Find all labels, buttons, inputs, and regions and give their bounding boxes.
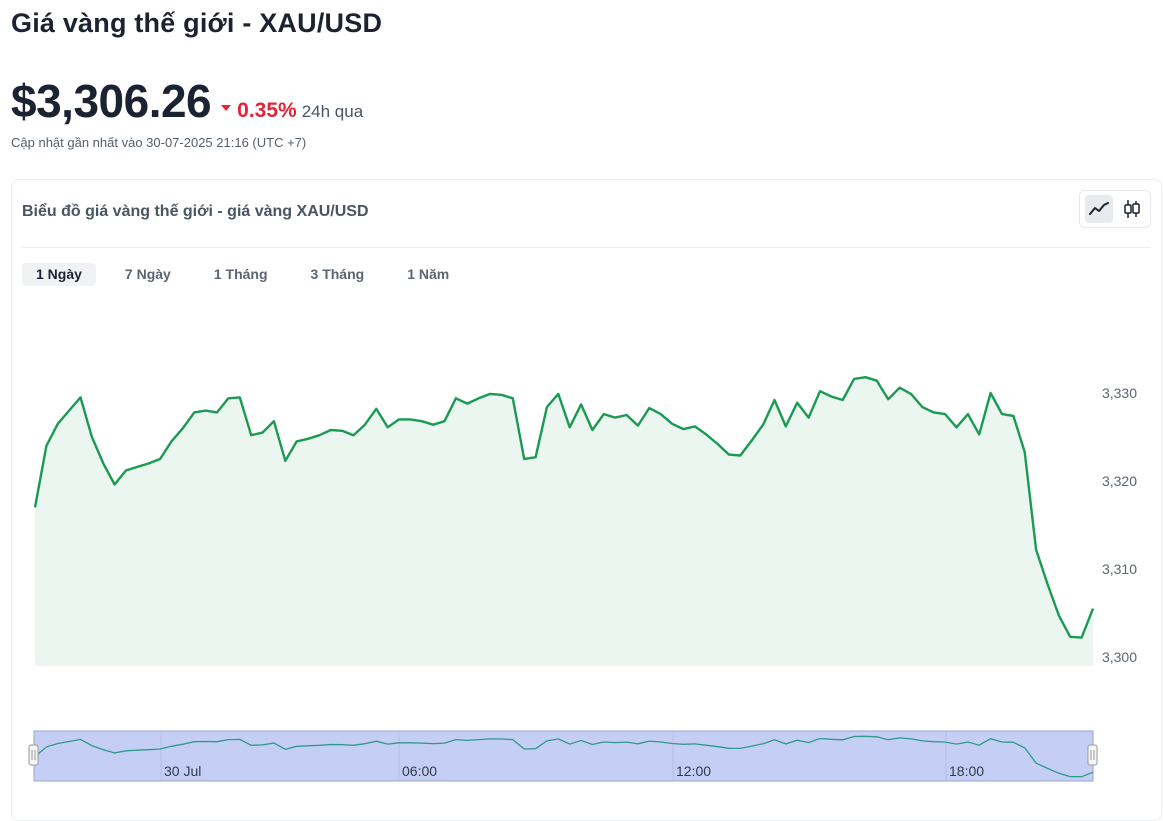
navigator-time-label: 06:00 (402, 763, 437, 779)
down-arrow-icon (221, 105, 232, 111)
y-tick-label: 3,300 (1102, 649, 1137, 665)
navigator-time-label: 30 Jul (164, 763, 201, 779)
y-tick-label: 3,330 (1102, 385, 1137, 401)
card-divider (22, 247, 1151, 248)
price-row: $3,306.26 0.35% 24h qua (11, 74, 363, 128)
navigator: 30 Jul 06:00 12:00 18:00 (28, 730, 1098, 782)
current-price: $3,306.26 (11, 75, 212, 127)
navigator-time-label: 12:00 (676, 763, 711, 779)
candlestick-button[interactable] (1118, 195, 1146, 223)
range-tabs: 1 Ngày 7 Ngày 1 Tháng 3 Tháng 1 Năm (22, 263, 478, 286)
navigator-left-handle[interactable] (28, 744, 39, 766)
price-change-percent: 0.35% (237, 99, 297, 122)
navigator-line (34, 735, 1094, 778)
price-line (33, 376, 1095, 639)
price-area (35, 377, 1093, 666)
chart-title: Biểu đồ giá vàng thế giới - giá vàng XAU… (22, 203, 369, 220)
candlestick-icon (1123, 200, 1140, 218)
line-chart-button[interactable] (1084, 195, 1113, 223)
price-chart: 3,330 3,320 3,310 3,300 30 Jul 06:00 12:00 18:… (28, 376, 1137, 782)
tab-7-days[interactable]: 7 Ngày (124, 266, 171, 282)
price-change-period: 24h qua (301, 102, 364, 121)
line-chart-icon (1088, 202, 1109, 215)
last-updated: Cập nhật gần nhất vào 30-07-2025 21:16 (… (11, 135, 307, 150)
y-tick-label: 3,320 (1102, 473, 1137, 489)
navigator-time-label: 18:00 (949, 763, 984, 779)
tab-1-month[interactable]: 1 Tháng (213, 266, 268, 282)
tab-1-day[interactable]: 1 Ngày (22, 263, 96, 286)
page-title: Giá vàng thế giới - XAU/USD (11, 8, 383, 38)
y-tick-label: 3,310 (1102, 561, 1137, 577)
chart-type-toggle (1079, 190, 1151, 228)
tab-1-year[interactable]: 1 Năm (407, 266, 450, 282)
y-axis: 3,330 3,320 3,310 3,300 (1102, 385, 1137, 665)
navigator-right-handle[interactable] (1087, 744, 1098, 766)
tab-3-months[interactable]: 3 Tháng (310, 266, 365, 282)
